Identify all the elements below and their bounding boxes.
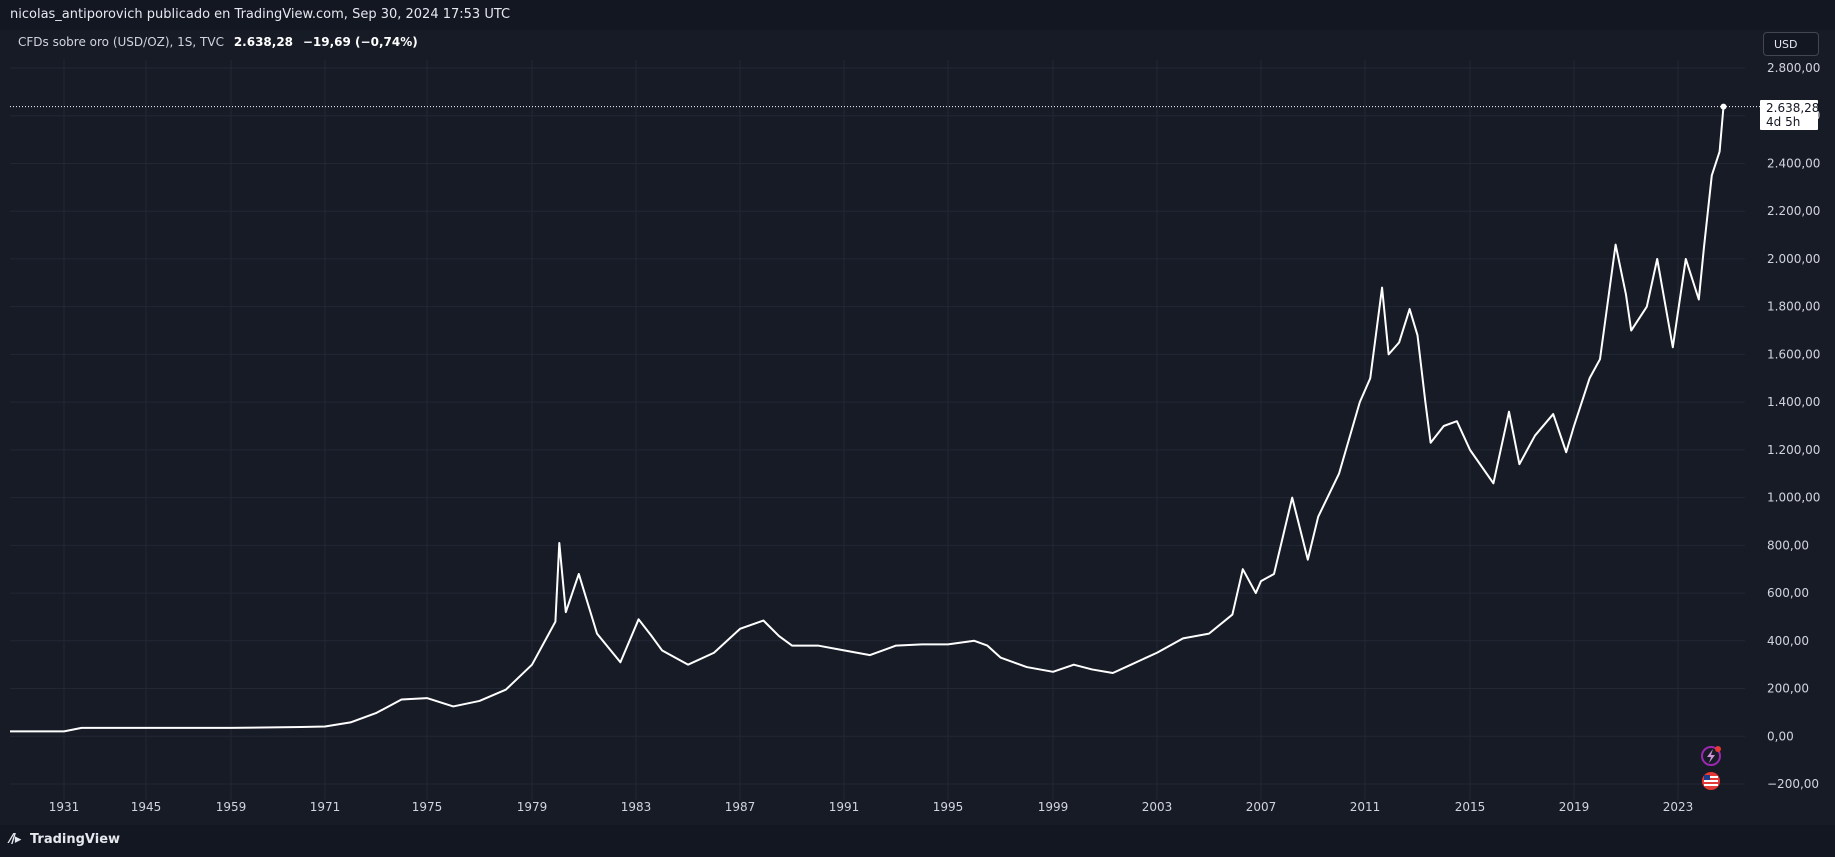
tradingview-brand[interactable]: ⁄/▸ TradingView <box>10 832 120 847</box>
x-tick-label: 1931 <box>49 800 80 814</box>
lightning-icon[interactable] <box>1701 746 1721 766</box>
y-tick-label: 2.400,00 <box>1767 156 1820 170</box>
x-tick-label: 1999 <box>1038 800 1069 814</box>
legend-change: −19,69 (−0,74%) <box>302 35 418 49</box>
y-tick-label: 1.200,00 <box>1767 443 1820 457</box>
y-tick-label: 400,00 <box>1767 634 1809 648</box>
x-tick-label: 1979 <box>517 800 548 814</box>
y-tick-label: 200,00 <box>1767 682 1809 696</box>
legend-price: 2.638,28 <box>233 35 294 49</box>
x-tick-label: 1987 <box>725 800 756 814</box>
time-axis[interactable]: 1931 1945 1959 1971 1975 1979 1983 1987 1991 1995… <box>49 800 1694 814</box>
grid-lines <box>10 60 1745 800</box>
x-tick-label: 2015 <box>1455 800 1486 814</box>
y-tick-label: 2.200,00 <box>1767 204 1820 218</box>
publisher-header: nicolas_antiporovich publicado en Tradin… <box>0 0 1835 30</box>
x-tick-label: 1995 <box>933 800 964 814</box>
gold-price-line[interactable] <box>10 106 1725 733</box>
chart-panel[interactable] <box>0 30 1835 825</box>
footer <box>0 825 1835 857</box>
y-tick-label: 0,00 <box>1767 729 1794 743</box>
x-tick-label: 2023 <box>1663 800 1694 814</box>
y-tick-label: 1.000,00 <box>1767 491 1820 505</box>
x-tick-label: 2007 <box>1246 800 1277 814</box>
x-tick-label: 2019 <box>1559 800 1590 814</box>
symbol-description: CFDs sobre oro (USD/OZ), 1S, TVC <box>18 35 224 49</box>
x-tick-label: 1983 <box>621 800 652 814</box>
x-tick-label: 1959 <box>216 800 247 814</box>
us-flag-icon[interactable] <box>1702 772 1720 790</box>
y-tick-label: 1.400,00 <box>1767 395 1820 409</box>
x-tick-label: 1971 <box>310 800 341 814</box>
y-tick-label: 800,00 <box>1767 538 1809 552</box>
x-tick-label: 1945 <box>131 800 162 814</box>
price-tag-value: 2.638,28 <box>1766 101 1819 115</box>
y-tick-label: 2.000,00 <box>1767 252 1820 266</box>
last-price-dot <box>1720 103 1727 110</box>
tradingview-logo-icon: ⁄/▸ <box>10 832 21 847</box>
brand-name: TradingView <box>29 832 121 847</box>
y-tick-label: 2.800,00 <box>1767 61 1820 75</box>
symbol-legend[interactable]: CFDs sobre oro (USD/OZ), 1S, TVC 2.638,2… <box>18 35 418 49</box>
y-tick-label: 1.800,00 <box>1767 300 1820 314</box>
x-tick-label: 1991 <box>829 800 860 814</box>
x-tick-label: 2003 <box>1142 800 1173 814</box>
publisher-line: nicolas_antiporovich publicado en Tradin… <box>10 7 511 22</box>
x-tick-label: 1975 <box>412 800 443 814</box>
price-tag-countdown: 4d 5h <box>1766 115 1800 129</box>
x-tick-label: 2011 <box>1350 800 1381 814</box>
y-tick-label: −200,00 <box>1767 777 1819 791</box>
currency-button[interactable]: USD <box>1763 32 1819 56</box>
price-axis[interactable]: 2.800,002.600,002.400,002.200,002.000,00… <box>1767 61 1820 791</box>
y-tick-label: 600,00 <box>1767 586 1809 600</box>
y-tick-label: 1.600,00 <box>1767 347 1820 361</box>
price-tag: 2.638,28 4d 5h <box>1760 100 1819 130</box>
